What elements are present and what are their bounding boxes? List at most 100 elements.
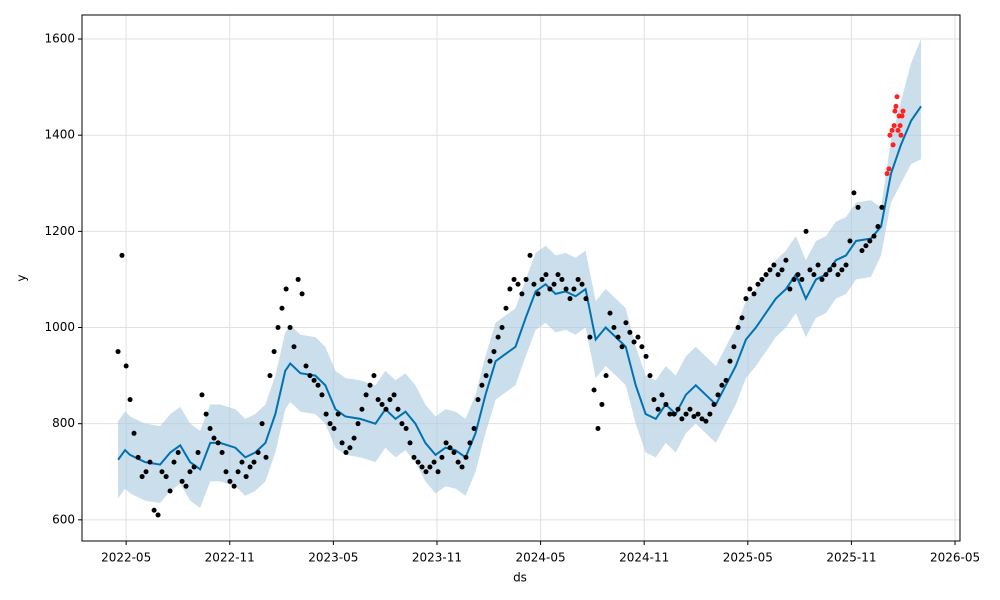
data-point: [139, 474, 145, 480]
data-point: [303, 363, 309, 369]
data-point: [355, 421, 361, 427]
data-point: [459, 464, 465, 470]
data-point: [519, 291, 525, 297]
data-point: [395, 406, 401, 412]
data-point: [727, 358, 733, 364]
data-point: [323, 411, 329, 417]
data-point: [775, 272, 781, 278]
data-point: [827, 267, 833, 273]
data-point: [893, 103, 899, 109]
data-point: [859, 248, 865, 254]
data-point: [659, 392, 665, 398]
data-point: [751, 291, 757, 297]
data-point: [231, 483, 237, 489]
y-axis-label: y: [15, 274, 29, 281]
data-point: [259, 421, 265, 427]
data-point: [895, 127, 901, 133]
data-point: [399, 421, 405, 427]
data-point: [567, 296, 573, 302]
data-point: [243, 474, 249, 480]
data-point: [439, 454, 445, 460]
data-point: [635, 334, 641, 340]
data-point: [898, 132, 904, 138]
data-point: [611, 325, 617, 331]
data-point: [627, 329, 633, 335]
data-point: [643, 353, 649, 359]
data-point: [531, 281, 537, 287]
data-point: [539, 276, 545, 282]
data-point: [199, 392, 205, 398]
data-point: [675, 406, 681, 412]
data-point: [203, 411, 209, 417]
data-point: [167, 488, 173, 494]
data-point: [871, 233, 877, 239]
data-point: [379, 401, 385, 407]
data-point: [387, 397, 393, 403]
data-point: [359, 406, 365, 412]
data-point: [875, 224, 881, 230]
data-point: [155, 512, 161, 518]
x-tick-label: 2022-11: [205, 551, 255, 565]
x-tick-label: 2023-05: [308, 551, 358, 565]
data-point: [251, 459, 257, 465]
uncertainty-band: [118, 39, 922, 508]
data-point: [283, 286, 289, 292]
y-tick-label: 800: [52, 416, 75, 430]
data-point: [851, 190, 857, 196]
data-point: [831, 262, 837, 268]
data-point: [707, 411, 713, 417]
data-point: [431, 459, 437, 465]
x-axis-label: ds: [513, 571, 527, 585]
data-point: [503, 305, 509, 311]
data-point: [391, 392, 397, 398]
data-point: [619, 344, 625, 350]
data-point: [455, 459, 461, 465]
data-point: [327, 421, 333, 427]
data-point: [211, 435, 217, 441]
data-point: [163, 474, 169, 480]
data-point: [867, 238, 873, 244]
data-point: [571, 286, 577, 292]
data-point: [207, 425, 213, 431]
data-point: [467, 440, 473, 446]
data-point: [287, 325, 293, 331]
y-tick-label: 600: [52, 512, 75, 526]
data-point: [267, 373, 273, 379]
data-point: [547, 286, 553, 292]
data-point: [583, 296, 589, 302]
y-tick-label: 1000: [44, 320, 75, 334]
data-point: [591, 387, 597, 393]
data-point: [123, 363, 129, 369]
data-point: [511, 276, 517, 282]
data-point: [595, 425, 601, 431]
data-point: [507, 286, 513, 292]
data-point: [135, 454, 141, 460]
data-point: [223, 469, 229, 475]
data-point: [195, 450, 201, 456]
data-point: [131, 430, 137, 436]
data-point: [639, 344, 645, 350]
data-point: [731, 344, 737, 350]
data-point: [191, 464, 197, 470]
data-point: [897, 123, 903, 129]
data-point: [647, 373, 653, 379]
data-point: [799, 276, 805, 282]
data-point: [889, 127, 895, 133]
data-point: [739, 315, 745, 321]
data-point: [543, 272, 549, 278]
data-point: [407, 440, 413, 446]
x-tick-label: 2023-11: [412, 551, 462, 565]
data-point: [843, 262, 849, 268]
data-point: [463, 454, 469, 460]
data-point: [603, 373, 609, 379]
data-point: [655, 406, 661, 412]
data-point: [275, 325, 281, 331]
data-point: [119, 252, 125, 258]
data-point: [743, 296, 749, 302]
data-point: [807, 267, 813, 273]
data-point: [307, 373, 313, 379]
data-point: [523, 276, 529, 282]
data-point: [179, 478, 185, 484]
data-point: [415, 459, 421, 465]
data-point: [691, 413, 697, 419]
